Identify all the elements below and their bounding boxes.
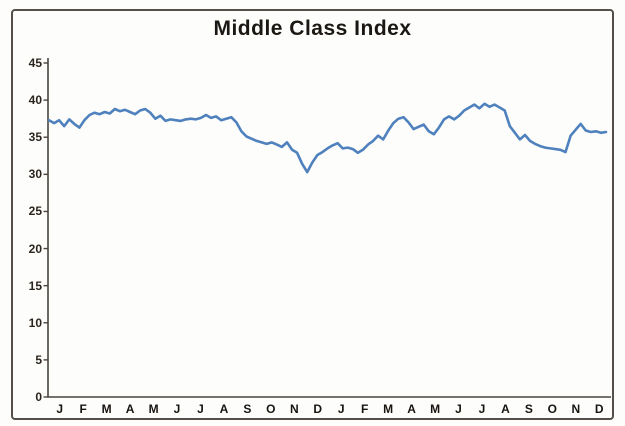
x-axis-label: N xyxy=(289,402,299,416)
x-axis-label: A xyxy=(219,402,229,416)
x-axis-label: J xyxy=(478,402,486,416)
x-axis-label: S xyxy=(243,402,252,416)
x-axis-label: M xyxy=(430,402,441,416)
x-axis-label: J xyxy=(56,402,64,416)
x-axis-label: J xyxy=(197,402,204,416)
x-axis-label: M xyxy=(148,402,159,416)
y-axis-label: 10 xyxy=(28,315,42,330)
y-axis-label: 20 xyxy=(28,241,42,256)
chart-outer-frame xyxy=(11,9,614,420)
y-axis-label: 40 xyxy=(28,93,42,108)
x-axis-label: N xyxy=(571,402,581,416)
y-axis-label: 30 xyxy=(28,167,42,182)
x-axis-label: J xyxy=(173,402,181,416)
x-axis-label: A xyxy=(501,402,510,416)
index-line-series xyxy=(47,102,608,174)
x-axis-label: S xyxy=(524,402,533,416)
x-axis-label: O xyxy=(547,402,558,416)
x-axis-label: M xyxy=(101,402,112,416)
x-axis-label: A xyxy=(125,402,135,416)
x-axis-label: M xyxy=(383,402,394,416)
chart-title: Middle Class Index xyxy=(213,17,412,40)
x-axis-label: D xyxy=(594,402,604,416)
x-axis-label: O xyxy=(266,402,276,416)
y-axis-label: 45 xyxy=(28,56,42,70)
y-axis-label: 0 xyxy=(35,390,42,404)
x-axis-label: F xyxy=(79,402,87,416)
x-axis-label: D xyxy=(313,402,323,416)
axis-lines xyxy=(47,58,611,398)
x-axis-label: J xyxy=(455,402,462,416)
x-axis-label: F xyxy=(361,402,369,416)
y-axis-label: 35 xyxy=(28,130,42,145)
x-axis-label: A xyxy=(407,402,416,416)
y-axis-label: 5 xyxy=(35,352,42,367)
y-axis-label: 15 xyxy=(28,278,42,293)
x-axis-label: J xyxy=(337,402,345,416)
y-axis-label: 25 xyxy=(28,204,42,219)
y-axis-ticks xyxy=(43,62,48,398)
